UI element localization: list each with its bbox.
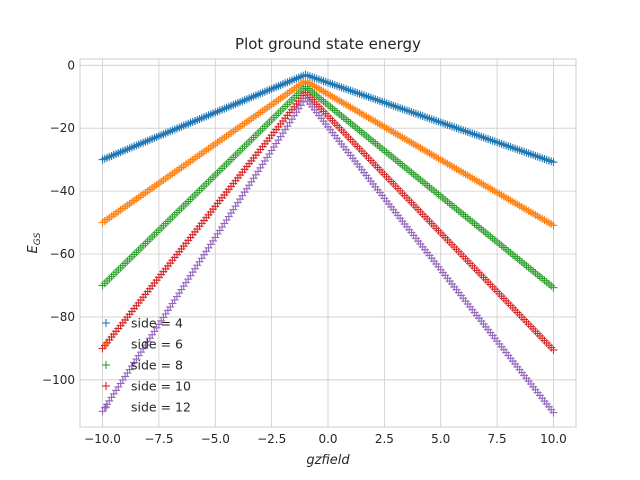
legend-marker [102, 319, 110, 327]
x-tick-label: 0.0 [318, 432, 337, 446]
series-side-12 [98, 94, 558, 417]
x-tick-label: −10.0 [84, 432, 121, 446]
y-axis-title-base: E [26, 244, 41, 253]
y-tick-label: −80 [50, 310, 75, 324]
legend-entry: side = 10 [102, 379, 191, 394]
y-tick-label: 0 [67, 58, 75, 72]
series-layer [98, 70, 558, 417]
x-axis-title: gzfield [306, 453, 350, 468]
legend-marker [102, 361, 110, 369]
legend-label: side = 8 [131, 358, 183, 373]
data-point [549, 345, 558, 354]
x-tick-labels: −10.0 −7.5 −5.0 −2.5 0.0 2.5 5.0 7.5 10.0 [84, 432, 567, 446]
plot-frame [79, 58, 577, 428]
x-tick-label: 10.0 [540, 432, 567, 446]
legend-marker [102, 340, 110, 348]
legend-entry: side = 12 [102, 400, 191, 415]
y-axis-title: EGS [26, 232, 43, 253]
data-point [549, 158, 558, 167]
legend-label: side = 12 [131, 400, 191, 415]
data-point [549, 408, 558, 417]
legend-entry: side = 8 [102, 358, 183, 373]
legend-label: side = 10 [131, 379, 191, 394]
series-side-4 [98, 70, 558, 167]
x-tick-label: 5.0 [431, 432, 450, 446]
legend-entry: side = 6 [102, 337, 183, 352]
data-point [549, 221, 558, 230]
y-axis-title-subscript: GS [33, 232, 43, 245]
series-side-6 [98, 77, 558, 230]
y-tick-label: −40 [50, 184, 75, 198]
legend-label: side = 6 [131, 337, 183, 352]
y-tick-label: −100 [42, 373, 75, 387]
legend-label: side = 4 [131, 316, 183, 331]
x-tick-label: 2.5 [375, 432, 394, 446]
y-tick-label: −60 [50, 247, 75, 261]
y-tick-label: −20 [50, 121, 75, 135]
series-side-8 [98, 82, 558, 292]
legend-marker [102, 382, 110, 390]
x-tick-label: −7.5 [144, 432, 173, 446]
legend-marker [102, 403, 110, 411]
data-point [549, 283, 558, 292]
legend-entry: side = 4 [102, 316, 183, 331]
x-tick-label: −5.0 [201, 432, 230, 446]
legend: side = 4 side = 6 side = 8 side = 10 side = … [102, 316, 191, 415]
y-tick-labels: 0 −20 −40 −60 −80 −100 [42, 58, 75, 387]
chart-title: Plot ground state energy [235, 35, 421, 53]
x-tick-label: −2.5 [257, 432, 286, 446]
x-tick-label: 7.5 [488, 432, 507, 446]
series-side-10 [98, 88, 558, 354]
